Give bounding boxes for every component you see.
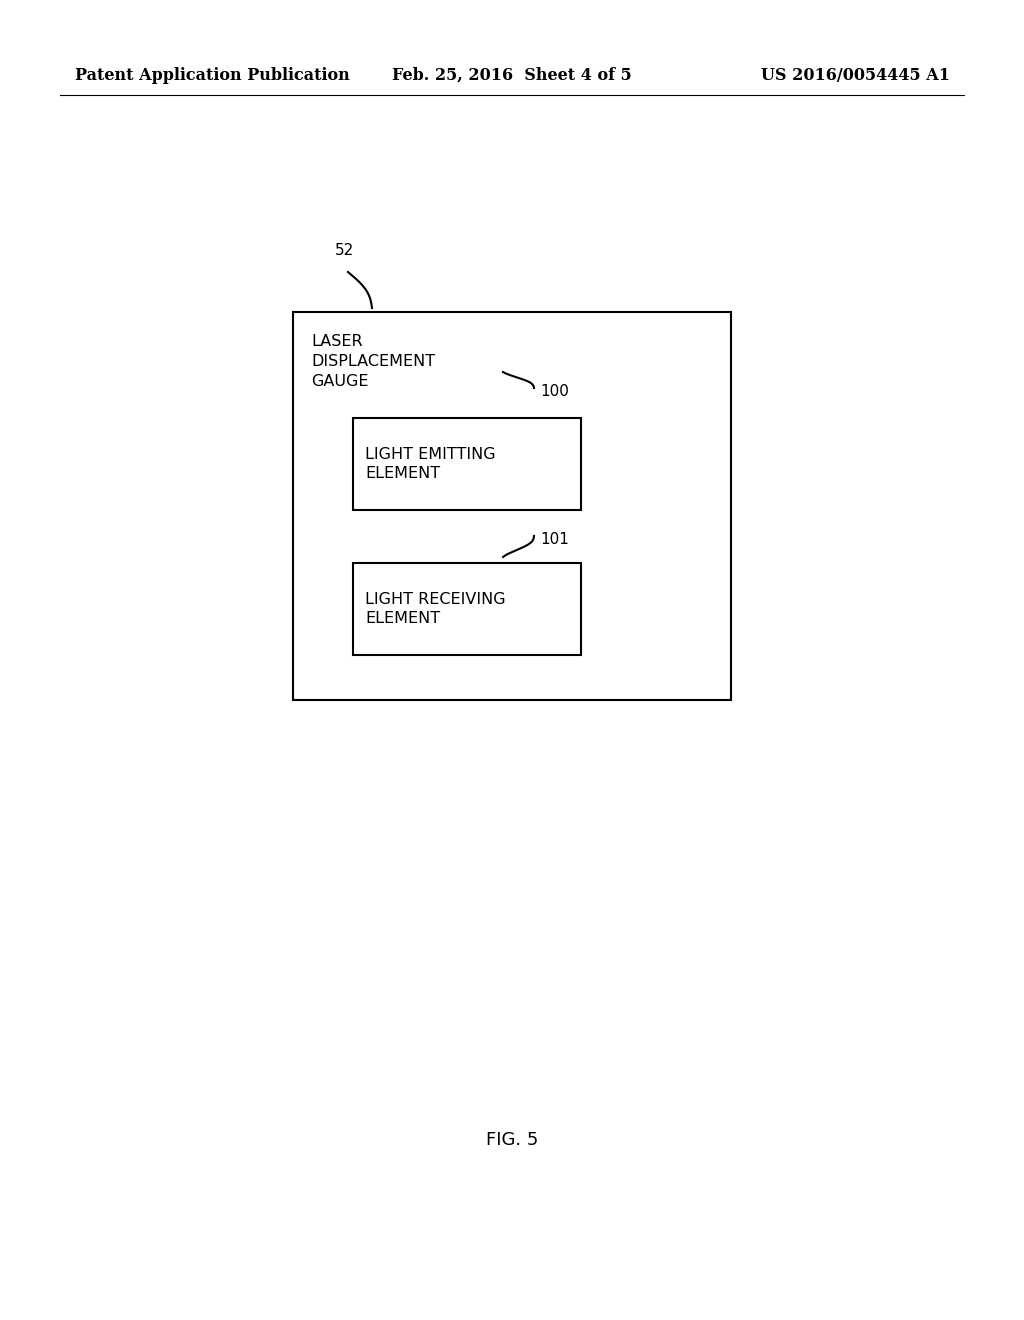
Text: Patent Application Publication: Patent Application Publication — [75, 66, 350, 83]
Text: 100: 100 — [540, 384, 569, 400]
Text: Feb. 25, 2016  Sheet 4 of 5: Feb. 25, 2016 Sheet 4 of 5 — [392, 66, 632, 83]
Text: 52: 52 — [335, 243, 354, 257]
Bar — [293, 312, 731, 700]
Text: LIGHT RECEIVING
ELEMENT: LIGHT RECEIVING ELEMENT — [365, 591, 506, 627]
Bar — [353, 564, 581, 655]
Bar — [353, 418, 581, 510]
Text: 101: 101 — [540, 532, 569, 548]
Text: LIGHT EMITTING
ELEMENT: LIGHT EMITTING ELEMENT — [365, 446, 496, 482]
Text: LASER
DISPLACEMENT
GAUGE: LASER DISPLACEMENT GAUGE — [311, 334, 435, 388]
Text: FIG. 5: FIG. 5 — [485, 1131, 539, 1148]
Text: US 2016/0054445 A1: US 2016/0054445 A1 — [761, 66, 950, 83]
